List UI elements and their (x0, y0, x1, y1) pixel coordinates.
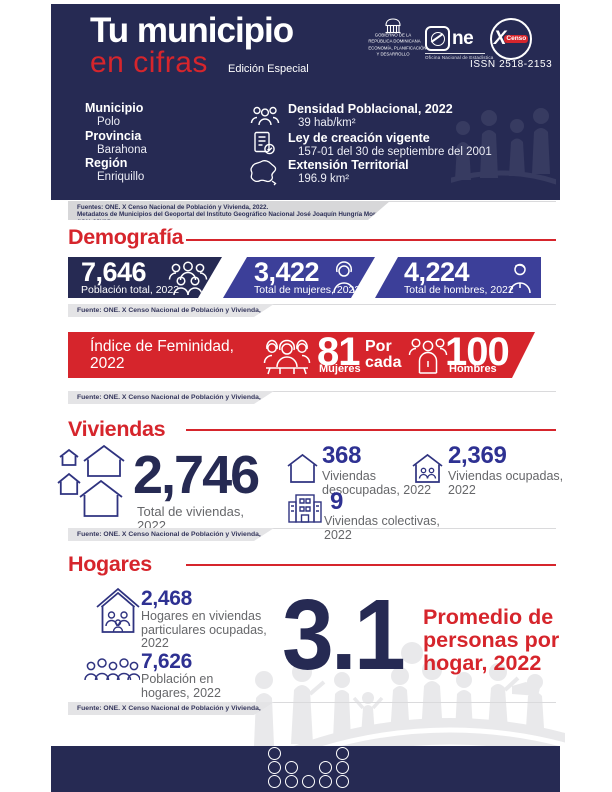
hogares-item-label: Hogares en viviendas particulares ocupad… (141, 609, 267, 650)
stat-value-ley: 157-01 del 30 de septiembre del 2001 (298, 146, 492, 158)
hogares-item-value: 7,626 (141, 650, 193, 673)
hogares-item-value: 2,468 (141, 587, 193, 610)
feminidad-women-unit: Mujeres (319, 363, 361, 375)
stat-label-extension: Extensión Territorial (288, 158, 409, 172)
viviendas-item-value: 2,369 (448, 442, 507, 469)
feminidad-women-value: 81 (317, 330, 360, 374)
feminidad-connector: Por cada (365, 338, 402, 371)
one-logo: ne Oficina Nacional de Estadística (425, 26, 494, 60)
x-censo-logo-x: X (493, 28, 507, 49)
stat-value-densidad: 39 hab/km² (298, 117, 356, 129)
field-label-provincia: Provincia (85, 129, 142, 143)
header-source-line-1: Fuentes: ONE. X Censo Nacional de Poblac… (77, 203, 269, 211)
one-logo-text: ne (452, 28, 474, 49)
source-bar-viviendas: Fuente: ONE. X Censo Nacional de Poblaci… (68, 528, 274, 541)
section-rule-hogares (186, 564, 556, 566)
header-watermark (451, 108, 556, 185)
banner-label: Total de mujeres, 2022 (254, 284, 361, 296)
banner-mujeres: 3,422 Total de mujeres, 2022 (223, 257, 375, 298)
houses-cluster-icon (57, 444, 125, 517)
field-value-provincia: Barahona (97, 144, 147, 156)
hogares-average-label: Promedio de personas por hogar, 2022 (423, 605, 560, 675)
banner-value: 4,224 (404, 257, 470, 287)
stat-label-densidad: Densidad Poblacional, 2022 (288, 102, 453, 116)
source-rule (68, 391, 556, 392)
section-rule-viviendas (186, 429, 556, 431)
one-logo-subtext: Oficina Nacional de Estadística (425, 53, 494, 60)
hogares-average-value: 3.1 (282, 579, 406, 691)
women-group-icon (258, 337, 316, 375)
header-sources-bar: Fuentes: ONE. X Censo Nacional de Poblac… (68, 201, 390, 220)
men-group-icon (406, 335, 450, 375)
feminidad-label: Índice de Feminidad, 2022 (90, 338, 234, 372)
source-rule (68, 702, 556, 703)
stat-value-extension: 196.9 km² (298, 173, 350, 185)
banner-value: 7,646 (81, 257, 147, 287)
banner-hombres: 4,224 Total de hombres, 2022 (375, 257, 541, 298)
people-group-icon (250, 106, 280, 126)
header-panel: Tu municipio en cifras Edición Especial … (51, 4, 560, 200)
dots-logo (268, 747, 349, 788)
coat-of-arms-icon (385, 18, 401, 34)
government-logo-text-2: REPÚBLICA DOMINICANA (368, 38, 421, 44)
government-logo-text-4: Y DESARROLLO (376, 51, 410, 57)
stat-label-ley: Ley de creación vigente (288, 131, 430, 145)
page-subtitle: en cifras (90, 46, 208, 79)
field-label-municipio: Municipio (85, 101, 144, 115)
viviendas-total-value: 2,746 (133, 445, 260, 505)
header-source-line-2: Metadatos de Municipios del Geoportal de… (77, 211, 383, 226)
field-value-municipio: Polo (97, 116, 121, 128)
house-people-icon (412, 453, 443, 483)
section-title-viviendas: Viviendas (68, 417, 166, 441)
x-censo-logo-word: Censo (504, 35, 529, 43)
section-title-demografia: Demografía (68, 225, 184, 249)
woman-icon (333, 261, 355, 294)
banner-poblacion-total: 7,646 Población total, 2022 (68, 257, 222, 298)
feminidad-men-unit: Hombres (449, 363, 497, 375)
banner-value: 3,422 (254, 257, 320, 287)
source-rule (68, 304, 556, 305)
section-rule-demografia (186, 239, 556, 241)
field-value-region: Enriquillo (97, 171, 145, 183)
page-title: Tu municipio (90, 11, 294, 50)
source-bar-feminidad: Fuente: ONE. X Censo Nacional de Poblaci… (68, 391, 274, 404)
source-rule (68, 528, 556, 529)
people-globe-watermark (254, 642, 565, 746)
field-label-region: Región (85, 156, 128, 170)
man-icon (509, 263, 531, 294)
banner-label: Población total, 2022 (81, 284, 180, 296)
feminidad-men-value: 100 (445, 330, 509, 374)
hogares-item-label: Población en hogares, 2022 (141, 672, 221, 700)
source-bar-demografia: Fuente: ONE. X Censo Nacional de Poblaci… (68, 304, 274, 317)
government-logo: GOBIERNO DE LA REPÚBLICA DOMINICANA ECON… (364, 18, 427, 58)
one-logo-icon (425, 26, 450, 51)
territory-map-icon (250, 160, 277, 186)
crowd-icon (84, 658, 140, 681)
edition-label: Edición Especial (228, 63, 309, 75)
x-censo-logo: X Censo (490, 18, 532, 60)
house-icon (287, 453, 318, 483)
banner-label: Total de hombres, 2022 (404, 284, 514, 296)
section-title-hogares: Hogares (68, 552, 152, 576)
viviendas-item-value: 9 (330, 488, 344, 515)
viviendas-item-label: Viviendas colectivas, 2022 (324, 514, 440, 542)
source-bar-hogares: Fuente: ONE. X Censo Nacional de Poblaci… (68, 702, 274, 715)
government-logo-text-1: GOBIERNO DE LA (374, 33, 412, 39)
issn-label: ISSN 2518-2153 (470, 59, 553, 70)
viviendas-item-value: 368 (322, 442, 362, 469)
feminidad-band: Índice de Feminidad, 2022 81 Mujeres Por… (68, 332, 535, 378)
building-icon (288, 494, 322, 523)
house-family-icon (96, 587, 140, 633)
viviendas-item-label: Viviendas ocupadas, 2022 (448, 469, 564, 497)
people-group-icon (168, 261, 208, 296)
law-document-icon (254, 131, 275, 155)
government-logo-text-3: ECONOMÍA, PLANIFICACIÓN (368, 46, 427, 52)
viviendas-item-label: Viviendas desocupadas, 2022 (322, 469, 432, 497)
